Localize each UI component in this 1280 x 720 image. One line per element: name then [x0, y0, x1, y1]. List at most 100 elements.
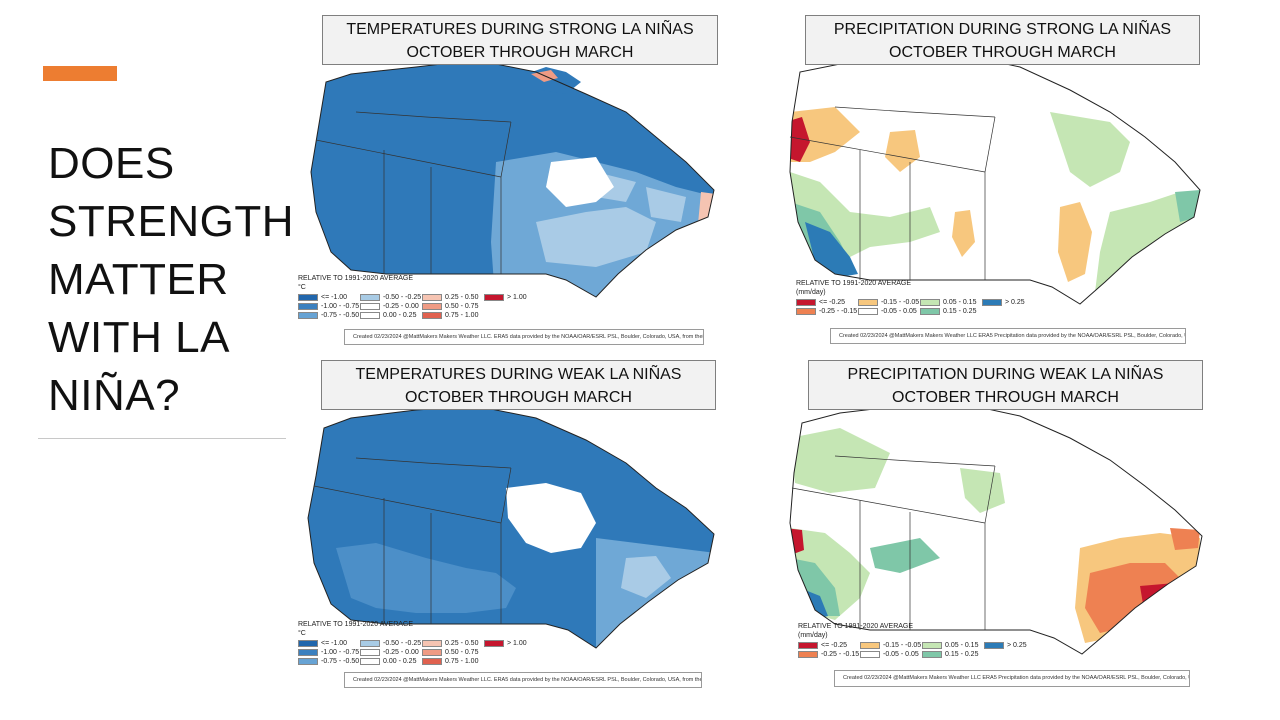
legend-item: 0.15 - 0.25: [922, 650, 978, 658]
legend-item: 0.15 - 0.25: [920, 307, 976, 315]
precipitation-legend: RELATIVE TO 1991-2020 AVERAGE (mm/day) <…: [796, 279, 1056, 324]
legend-item: -1.00 - -0.75: [298, 648, 359, 656]
map-title-line: OCTOBER THROUGH MARCH: [406, 44, 634, 61]
map-title-line: OCTOBER THROUGH MARCH: [889, 44, 1116, 61]
legend-swatch: [798, 650, 818, 658]
map-panel-weak-temperature: TEMPERATURES DURING WEAK LA NIÑAS OCTOBE…: [296, 358, 736, 694]
legend-swatch: [920, 298, 940, 306]
legend-label: -1.00 - -0.75: [321, 302, 360, 310]
legend-label: 0.50 - 0.75: [445, 302, 479, 310]
legend-item: 0.25 - 0.50: [422, 639, 478, 647]
accent-bar: [43, 66, 117, 81]
legend-item: -0.05 - 0.05: [860, 650, 919, 658]
legend-swatch: [360, 311, 380, 319]
legend-item: 0.00 - 0.25: [360, 657, 416, 665]
legend-swatch: [860, 641, 880, 649]
data-credit: Created 02/23/2024 @MattMakers Makers We…: [834, 670, 1190, 687]
legend-label: 0.25 - 0.50: [445, 639, 479, 647]
legend-label: 0.15 - 0.25: [943, 307, 977, 315]
legend-label: <= -1.00: [321, 639, 348, 647]
legend-item: -0.25 - 0.00: [360, 302, 419, 310]
legend-label: 0.00 - 0.25: [383, 657, 417, 665]
legend-label: -0.75 - -0.50: [321, 657, 360, 665]
legend-swatch: [920, 307, 940, 315]
legend-swatch: [360, 648, 380, 656]
map-title: TEMPERATURES DURING STRONG LA NIÑAS OCTO…: [322, 15, 718, 65]
legend-unit: °C: [298, 630, 306, 637]
legend-label: -0.15 - -0.05: [881, 298, 920, 306]
legend-item: > 0.25: [982, 298, 1025, 306]
legend-label: <= -0.25: [819, 298, 846, 306]
legend-label: -0.75 - -0.50: [321, 311, 360, 319]
legend-swatch: [922, 641, 942, 649]
map-title-line: OCTOBER THROUGH MARCH: [405, 389, 632, 406]
legend-swatch: [858, 307, 878, 315]
temperature-legend: RELATIVE TO 1991-2020 AVERAGE °C <= -1.0…: [298, 274, 558, 324]
legend-header: RELATIVE TO 1991-2020 AVERAGE: [298, 275, 414, 282]
legend-swatch: [360, 293, 380, 301]
map-title-line: OCTOBER THROUGH MARCH: [892, 389, 1119, 406]
legend-header: RELATIVE TO 1991-2020 AVERAGE: [298, 621, 414, 628]
legend-label: -0.05 - 0.05: [883, 650, 919, 658]
legend-item: -0.75 - -0.50: [298, 311, 359, 319]
map-panel-weak-precipitation: PRECIPITATION DURING WEAK LA NIÑAS OCTOB…: [780, 358, 1220, 694]
legend-swatch: [984, 641, 1004, 649]
legend-label: <= -0.25: [821, 641, 848, 649]
legend-header: RELATIVE TO 1991-2020 AVERAGE: [798, 623, 914, 630]
legend-swatch: [796, 298, 816, 306]
legend-swatch: [360, 302, 380, 310]
legend-label: 0.75 - 1.00: [445, 657, 479, 665]
legend-swatch: [860, 650, 880, 658]
slide-title-line: NIÑA?: [48, 371, 181, 420]
map-title-line: PRECIPITATION DURING WEAK LA NIÑAS: [847, 366, 1164, 383]
legend-swatch: [484, 639, 504, 647]
legend-item: -1.00 - -0.75: [298, 302, 359, 310]
canada-temperature-map: [307, 405, 715, 649]
legend-swatch: [796, 307, 816, 315]
legend-label: -0.50 - -0.25: [383, 639, 422, 647]
legend-label: -1.00 - -0.75: [321, 648, 360, 656]
legend-item: -0.25 - 0.00: [360, 648, 419, 656]
legend-item: -0.25 - -0.15: [796, 307, 857, 315]
legend-item: 0.05 - 0.15: [920, 298, 976, 306]
legend-swatch: [298, 302, 318, 310]
map-panel-strong-precipitation: PRECIPITATION DURING STRONG LA NIÑAS OCT…: [780, 12, 1220, 348]
legend-label: 0.15 - 0.25: [945, 650, 979, 658]
legend-label: > 1.00: [507, 639, 527, 647]
legend-item: -0.05 - 0.05: [858, 307, 917, 315]
slide-title-line: STRENGTH: [48, 197, 294, 246]
legend-label: > 1.00: [507, 293, 527, 301]
legend-item: -0.15 - -0.05: [860, 641, 921, 649]
map-title-line: TEMPERATURES DURING WEAK LA NIÑAS: [355, 366, 682, 383]
legend-swatch: [422, 302, 442, 310]
legend-swatch: [922, 650, 942, 658]
legend-swatch: [422, 648, 442, 656]
legend-label: > 0.25: [1007, 641, 1027, 649]
legend-label: 0.25 - 0.50: [445, 293, 479, 301]
legend-label: 0.50 - 0.75: [445, 648, 479, 656]
map-title-line: TEMPERATURES DURING STRONG LA NIÑAS: [346, 21, 694, 38]
legend-swatch: [298, 657, 318, 665]
data-credit: Created 02/23/2024 @MattMakers Makers We…: [344, 672, 702, 688]
legend-label: <= -1.00: [321, 293, 348, 301]
legend-swatch: [298, 639, 318, 647]
map-title: PRECIPITATION DURING WEAK LA NIÑAS OCTOB…: [808, 360, 1203, 410]
map-title: PRECIPITATION DURING STRONG LA NIÑAS OCT…: [805, 15, 1200, 65]
legend-swatch: [422, 293, 442, 301]
legend-item: 0.00 - 0.25: [360, 311, 416, 319]
legend-label: > 0.25: [1005, 298, 1025, 306]
legend-label: -0.25 - 0.00: [383, 648, 419, 656]
legend-label: 0.00 - 0.25: [383, 311, 417, 319]
legend-item: -0.50 - -0.25: [360, 293, 421, 301]
legend-label: -0.15 - -0.05: [883, 641, 922, 649]
legend-label: 0.75 - 1.00: [445, 311, 479, 319]
canada-precipitation-map: [789, 53, 1201, 305]
legend-label: 0.05 - 0.15: [943, 298, 977, 306]
legend-item: -0.50 - -0.25: [360, 639, 421, 647]
legend-item: > 0.25: [984, 641, 1027, 649]
legend-item: 0.25 - 0.50: [422, 293, 478, 301]
temperature-legend: RELATIVE TO 1991-2020 AVERAGE °C <= -1.0…: [298, 620, 558, 670]
legend-unit: °C: [298, 284, 306, 291]
legend-item: > 1.00: [484, 639, 527, 647]
canada-precipitation-map: [789, 402, 1203, 655]
